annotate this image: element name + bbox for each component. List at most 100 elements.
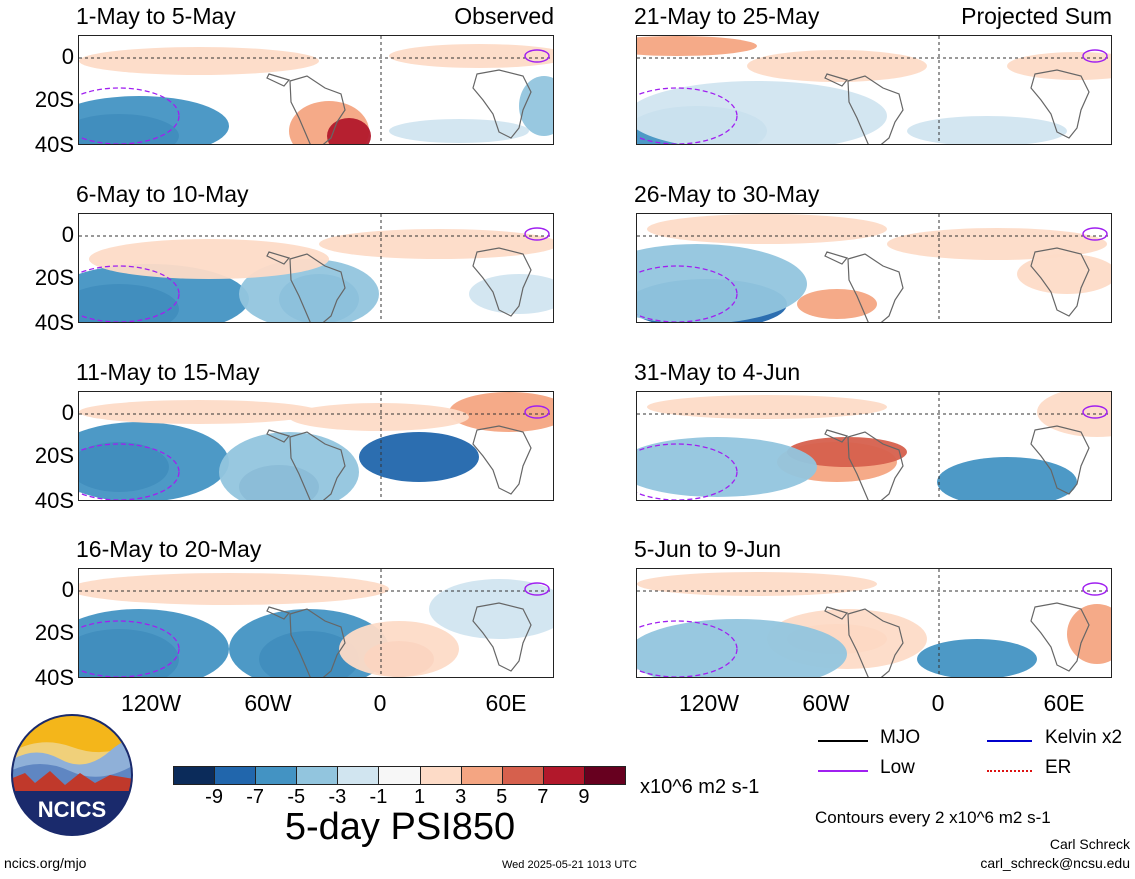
anomaly-region <box>79 573 389 605</box>
colorbar-tick-label: -9 <box>205 786 223 808</box>
colorbar-tick-label: 1 <box>413 786 426 808</box>
legend-mjo-line <box>818 740 868 742</box>
colorbar-tick-label: -1 <box>369 786 388 808</box>
y-tick-label: 20S <box>34 87 74 112</box>
anomaly-region <box>89 239 329 279</box>
y-tick-label: 40S <box>34 310 74 335</box>
colorbar-tick-label: -7 <box>246 786 265 808</box>
colorbar-swatch <box>378 766 421 785</box>
anomaly-region <box>359 432 479 482</box>
timestamp: Wed 2025-05-21 1013 UTC <box>502 859 637 871</box>
continent-outline <box>847 608 904 677</box>
panel-title: 21-May to 25-May <box>634 3 820 29</box>
colorbar-tick-label: -3 <box>328 786 347 808</box>
anomaly-region <box>637 36 757 56</box>
continent-outline <box>1030 69 1090 139</box>
panel-tag: Observed <box>454 3 554 29</box>
colorbar-swatch <box>173 766 216 785</box>
continent-outline <box>472 69 532 139</box>
anomaly-region <box>339 621 459 677</box>
panel-title: 26-May to 30-May <box>634 181 820 207</box>
x-tick-label: 60W <box>802 690 850 716</box>
continent-outline <box>289 75 346 144</box>
legend-low-line <box>818 770 868 772</box>
colorbar-swatch <box>214 766 257 785</box>
colorbar-swatch <box>460 766 503 785</box>
anomaly-region <box>647 214 887 244</box>
anomaly-region <box>449 392 553 432</box>
y-tick-label: 40S <box>34 665 74 690</box>
y-tick-label: 40S <box>34 132 74 157</box>
colorbar-swatch <box>296 766 339 785</box>
colorbar-swatch <box>419 766 462 785</box>
anomaly-region <box>389 44 553 68</box>
low-contour <box>637 87 738 144</box>
anomaly-region <box>1067 604 1111 664</box>
author-email: carl_schreck@ncsu.edu <box>980 855 1130 871</box>
legend-kelvin-line <box>987 740 1032 742</box>
low-contour <box>79 443 180 500</box>
anomaly-region <box>937 457 1077 500</box>
figure-title: 5-day PSI850 <box>284 806 516 848</box>
continent-outline <box>472 425 532 495</box>
y-tick-label: 0 <box>61 44 74 69</box>
colorbar-tick-label: 5 <box>496 786 508 808</box>
anomaly-region <box>637 619 847 677</box>
anomaly-region <box>787 437 907 467</box>
panel-tag: Projected Sum <box>961 3 1112 29</box>
anomaly-region <box>469 274 553 314</box>
panel-title: 1-May to 5-May <box>76 3 236 29</box>
panel-title: 16-May to 20-May <box>76 536 262 562</box>
site-link[interactable]: ncics.org/mjo <box>4 855 87 871</box>
colorbar <box>173 766 626 785</box>
anomaly-region <box>429 579 553 639</box>
y-tick-label: 0 <box>61 222 74 247</box>
continent-outline <box>266 73 291 87</box>
continent-outline <box>472 247 532 317</box>
low-contour <box>524 582 550 596</box>
anomaly-region <box>1017 254 1111 294</box>
low-contour <box>524 405 550 419</box>
continent-outline <box>266 429 291 443</box>
continent-outline <box>1030 425 1090 495</box>
low-contour <box>524 49 550 63</box>
continent-outline <box>472 602 532 672</box>
anomaly-region <box>79 609 229 677</box>
anomaly-region <box>637 437 817 497</box>
continent-outline <box>824 606 849 620</box>
low-contour <box>637 443 738 500</box>
psi850-map <box>78 213 554 323</box>
x-tick-label: 0 <box>373 690 387 716</box>
legend-mjo-label: MJO <box>880 727 921 748</box>
x-tick-label: 60E <box>485 690 527 716</box>
anomaly-region <box>327 118 371 144</box>
psi850-map <box>636 35 1112 145</box>
psi850-map <box>78 35 554 145</box>
psi850-map <box>636 213 1112 323</box>
panel-title: 5-Jun to 9-Jun <box>634 536 782 562</box>
psi850-map <box>636 391 1112 501</box>
low-contour <box>1082 405 1108 419</box>
colorbar-swatch <box>337 766 380 785</box>
colorbar-swatch <box>583 766 626 785</box>
colorbar-swatch <box>255 766 298 785</box>
legend-low-label: Low <box>880 757 915 778</box>
colorbar-units: x10^6 m2 s-1 <box>640 776 760 798</box>
anomaly-region <box>389 119 529 143</box>
author-name: Carl Schreck <box>1049 836 1130 852</box>
x-tick-label: 60E <box>1043 690 1085 716</box>
low-contour <box>79 620 180 677</box>
colorbar-tick-label: 9 <box>578 786 590 808</box>
anomaly-region <box>79 96 229 144</box>
low-contour <box>1082 227 1108 241</box>
anomaly-region <box>79 400 319 424</box>
y-tick-label: 0 <box>61 577 74 602</box>
anomaly-region <box>289 403 469 431</box>
low-contour <box>79 265 180 322</box>
y-tick-label: 40S <box>34 488 74 513</box>
legend-er-label: ER <box>1045 757 1072 778</box>
psi850-map <box>78 391 554 501</box>
low-contour <box>1082 582 1108 596</box>
y-tick-label: 20S <box>34 443 74 468</box>
anomaly-region <box>637 244 807 322</box>
